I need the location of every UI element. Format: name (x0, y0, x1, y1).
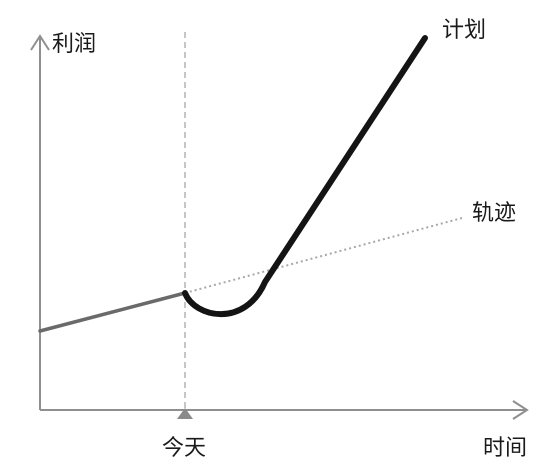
past-profit-line (38, 291, 187, 333)
today-marker (177, 408, 193, 419)
trajectory-label: 轨迹 (472, 201, 517, 226)
plan-label: 计划 (442, 18, 487, 43)
trajectory-line (184, 217, 463, 294)
y-axis-arrowhead (30, 34, 50, 51)
today-label: 今天 (162, 436, 207, 461)
x-axis-arrowhead (512, 400, 529, 420)
plan-curve (182, 35, 428, 318)
y-axis-label: 利润 (52, 32, 97, 57)
x-axis-label: 时间 (483, 436, 528, 461)
